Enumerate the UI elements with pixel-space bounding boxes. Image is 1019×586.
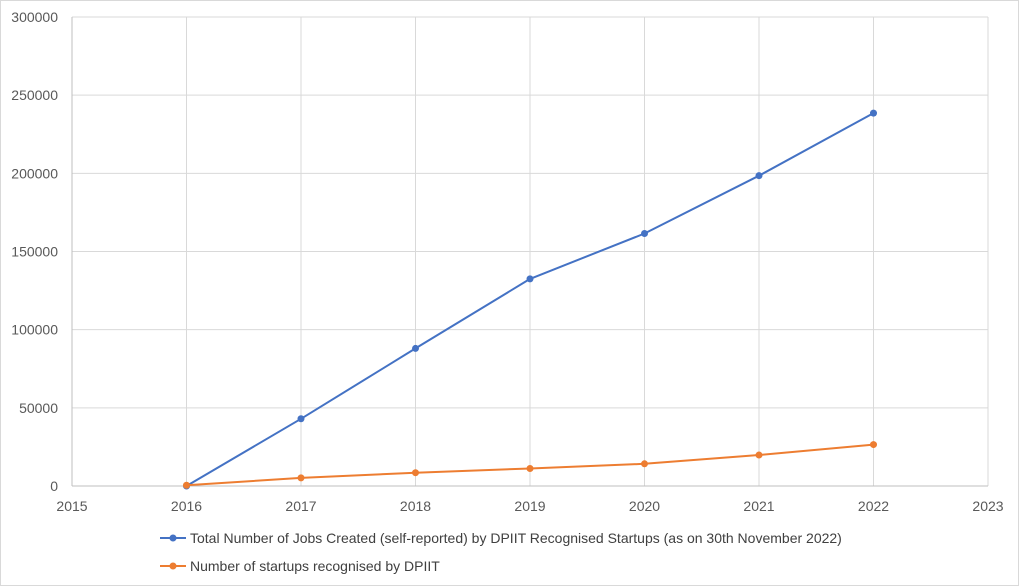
x-tick-label: 2015 bbox=[56, 498, 87, 514]
data-point-series-2 bbox=[641, 460, 648, 468]
x-tick-label: 2023 bbox=[972, 498, 1003, 514]
data-point-series-2 bbox=[526, 464, 534, 472]
data-point-series-1 bbox=[755, 172, 763, 180]
legend-label-1: Total Number of Jobs Created (self-repor… bbox=[190, 530, 842, 546]
x-tick-label: 2021 bbox=[743, 498, 774, 514]
data-point-series-1 bbox=[526, 275, 534, 283]
legend-label-2: Number of startups recognised by DPIIT bbox=[190, 558, 440, 574]
y-tick-label: 200000 bbox=[11, 165, 58, 181]
legend-marker-1 bbox=[169, 534, 177, 542]
gridlines bbox=[72, 16, 989, 486]
data-point-series-1 bbox=[412, 344, 419, 352]
x-tick-label: 2019 bbox=[514, 498, 545, 514]
x-tick-label: 2016 bbox=[171, 498, 202, 514]
y-tick-label: 0 bbox=[50, 478, 58, 494]
axes: 0 50000 100000 150000 200000 250000 300000 2015… bbox=[11, 9, 1003, 514]
data-point-series-2 bbox=[755, 451, 763, 459]
y-tick-label: 150000 bbox=[11, 244, 58, 260]
legend-marker-2 bbox=[169, 562, 177, 570]
y-tick-label: 250000 bbox=[11, 87, 58, 103]
x-tick-label: 2018 bbox=[400, 498, 431, 514]
x-tick-label: 2020 bbox=[629, 498, 660, 514]
y-tick-label: 300000 bbox=[11, 9, 58, 25]
data-point-series-1 bbox=[870, 109, 877, 117]
y-tick-label: 100000 bbox=[11, 322, 58, 338]
data-point-series-2 bbox=[297, 474, 305, 482]
data-point-series-2 bbox=[870, 441, 877, 449]
legend: Total Number of Jobs Created (self-repor… bbox=[160, 530, 842, 574]
data-point-series-2 bbox=[183, 481, 190, 489]
x-tick-label: 2017 bbox=[285, 498, 316, 514]
data-point-series-2 bbox=[412, 469, 419, 477]
data-point-series-1 bbox=[641, 230, 648, 238]
data-point-series-1 bbox=[297, 415, 305, 423]
x-tick-label: 2022 bbox=[858, 498, 889, 514]
y-tick-label: 50000 bbox=[19, 400, 58, 416]
data-series bbox=[183, 109, 877, 490]
